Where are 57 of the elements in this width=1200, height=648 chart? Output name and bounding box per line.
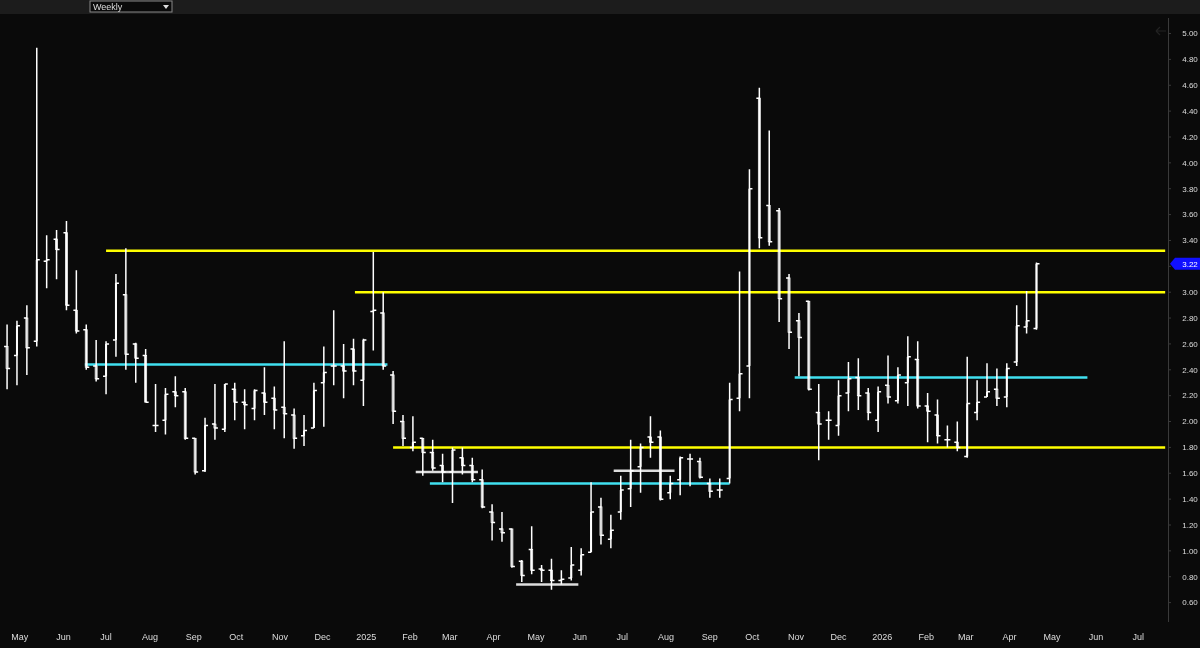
y-tick-label: 4.80 [1182, 55, 1199, 65]
y-tick-label: 2.80 [1182, 313, 1199, 323]
x-tick-label: Sep [701, 632, 718, 642]
candlestick [886, 354, 890, 405]
text: 3.22 [1182, 259, 1199, 269]
y-tick-label: 1.40 [1182, 494, 1199, 504]
candlestick [698, 456, 702, 480]
y-tick-label: 3.40 [1182, 236, 1199, 246]
y-tick-label: 1.60 [1182, 469, 1199, 479]
x-tick-label: Jul [1132, 632, 1145, 642]
y-tick-label: 1.00 [1182, 546, 1199, 556]
x-tick-label: Oct [745, 632, 760, 642]
x-tick-label: May [1043, 632, 1062, 642]
y-tick-label: 3.60 [1182, 210, 1199, 220]
x-tick-label: Dec [830, 632, 848, 642]
x-tick-label: Mar [958, 632, 974, 642]
y-tick-label: 4.60 [1182, 81, 1199, 91]
y-tick-label: 0.80 [1182, 572, 1199, 582]
x-tick-label: May [11, 632, 29, 642]
text: Weekly [93, 2, 123, 12]
candlestick [599, 497, 603, 546]
y-tick-label: 3.00 [1182, 287, 1199, 297]
y-tick-label: 4.20 [1182, 132, 1199, 142]
y-tick-label: 4.00 [1182, 158, 1199, 168]
x-tick-label: Nov [788, 632, 805, 642]
x-tick-label: Jul [616, 632, 628, 642]
y-tick-label: 2.00 [1182, 417, 1199, 427]
x-tick-label: Jul [100, 632, 112, 642]
x-tick-label: Dec [314, 632, 331, 642]
x-tick-label: Aug [658, 632, 675, 642]
x-tick-label: Jun [1088, 632, 1104, 642]
x-tick-label: Oct [229, 632, 244, 642]
x-tick-label: Jun [56, 632, 71, 642]
y-tick-label: 2.60 [1182, 339, 1199, 349]
x-tick-label: Apr [486, 632, 501, 642]
y-tick-label: 1.20 [1182, 520, 1199, 530]
x-tick-label: Mar [441, 632, 458, 642]
x-tick-label: Feb [402, 632, 418, 642]
x-tick-label: 2026 [872, 632, 893, 642]
y-tick-label: 4.40 [1182, 106, 1199, 116]
y-tick-label: 5.00 [1182, 29, 1199, 39]
y-tick-label: 2.40 [1182, 365, 1199, 375]
y-tick-label: 1.80 [1182, 443, 1199, 453]
y-tick-label: 2.20 [1182, 391, 1199, 401]
x-tick-label: May [527, 632, 545, 642]
candlestick [787, 273, 791, 350]
y-tick-label: 0.60 [1182, 598, 1199, 608]
x-tick-label: Nov [271, 632, 289, 642]
x-tick-label: Apr [1002, 632, 1017, 642]
candlestick [401, 414, 405, 447]
x-tick-label: Aug [141, 632, 158, 642]
y-tick-label: 3.80 [1182, 184, 1199, 194]
x-tick-label: Feb [918, 632, 934, 642]
x-tick-label: Sep [185, 632, 202, 642]
x-tick-label: 2025 [356, 632, 377, 642]
candlestick [500, 511, 504, 543]
x-tick-label: Jun [572, 632, 588, 642]
